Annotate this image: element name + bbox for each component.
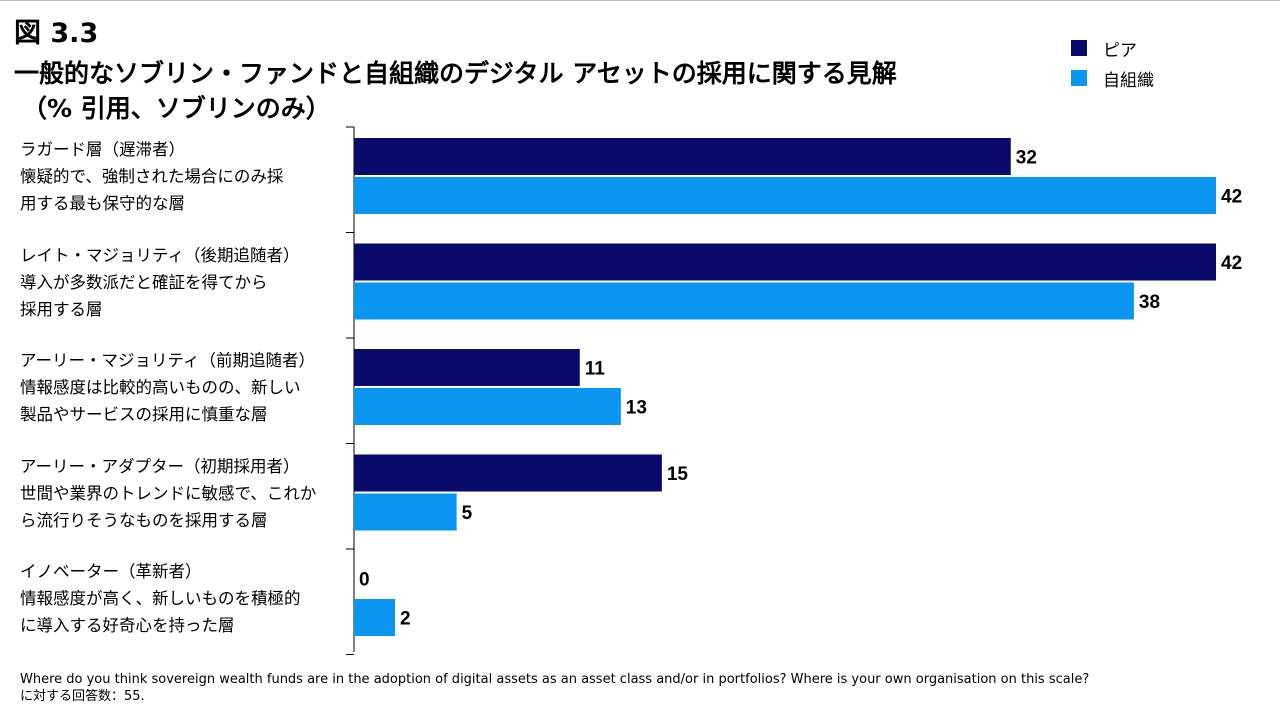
category-label-line: アーリー・アダプター（初期採用者） [20, 456, 300, 476]
data-label: 11 [585, 359, 606, 380]
legend-item-own: 自組織 [1071, 63, 1154, 93]
chart-subtitle: （% 引用、ソブリンのみ） [22, 94, 331, 123]
category-label-line: 情報感度は比較的高いものの、新しい [20, 378, 301, 397]
data-label: 0 [359, 570, 370, 591]
bar-own [354, 493, 457, 531]
category-label-line: 採用する層 [20, 299, 103, 319]
bar-peer [354, 138, 1011, 175]
data-label: 15 [667, 464, 689, 485]
category-label: アーリー・マジョリティ（前期追随者） 情報感度は比較的高いものの、新しい 製品やサー… [20, 347, 350, 428]
category-label-line: 世間や業界のトレンドに敏感で、これか [20, 483, 317, 503]
legend-swatch-peer [1071, 40, 1087, 56]
category-label-line: レイト・マジョリティ（後期追随者） [20, 245, 300, 265]
bar-peer [354, 454, 662, 492]
data-label: 38 [1139, 292, 1160, 313]
figure-number: 図 3.3 [14, 18, 99, 49]
category-label-line: 情報感度が高く、新しいものを積極的 [20, 589, 301, 608]
legend: ピア 自組織 [1071, 33, 1154, 93]
survey-question: Where do you think sovereign wealth fund… [20, 672, 1090, 687]
bar-peer [354, 349, 580, 386]
category-label: アーリー・アダプター（初期採用者） 世間や業界のトレンドに敏感で、これか ら流行りそ… [20, 453, 350, 534]
bar-own [354, 599, 396, 636]
category-label-line: イノベーター（革新者） [20, 562, 202, 581]
data-label: 42 [1221, 187, 1242, 208]
chart-title: 一般的なソブリン・ファンドと自組織のデジタル アセットの採用に関する見解 [14, 59, 897, 88]
category-label-line: 懐疑的で、強制された場合にのみ採 [20, 167, 284, 186]
bar-own [354, 388, 621, 425]
bar-own [354, 282, 1134, 320]
category-label: レイト・マジョリティ（後期追随者） 導入が多数派だと確証を得てから 採用する層 [20, 242, 350, 323]
data-label: 42 [1221, 253, 1242, 274]
category-label-line: ら流行りそうなものを採用する層 [20, 510, 268, 530]
bar-own [354, 177, 1216, 214]
footer: Where do you think sovereign wealth fund… [20, 671, 1089, 705]
data-label: 13 [626, 398, 647, 419]
data-label: 32 [1016, 148, 1037, 169]
respondent-count: に対する回答数：55. [20, 689, 145, 704]
data-label: 5 [462, 503, 473, 524]
legend-item-peer: ピア [1071, 33, 1154, 63]
top-rule [0, 0, 1280, 1]
legend-label-own: 自組織 [1103, 70, 1154, 91]
category-label-line: ラガード層（遅滞者） [20, 140, 185, 159]
legend-swatch-own [1071, 70, 1087, 86]
legend-label-peer: ピア [1103, 40, 1137, 61]
category-label-line: 導入が多数派だと確証を得てから [20, 272, 268, 292]
bar-peer [354, 243, 1216, 281]
data-label: 2 [400, 609, 411, 630]
category-label-line: 製品やサービスの採用に慎重な層 [20, 405, 268, 424]
category-label: イノベーター（革新者） 情報感度が高く、新しいものを積極的 に導入する好奇心を持った… [20, 558, 350, 639]
category-label-line: に導入する好奇心を持った層 [20, 616, 235, 635]
category-label-line: 用する最も保守的な層 [20, 194, 185, 213]
category-label: ラガード層（遅滞者） 懐疑的で、強制された場合にのみ採 用する最も保守的な層 [20, 136, 350, 217]
category-label-line: アーリー・マジョリティ（前期追随者） [20, 351, 316, 370]
